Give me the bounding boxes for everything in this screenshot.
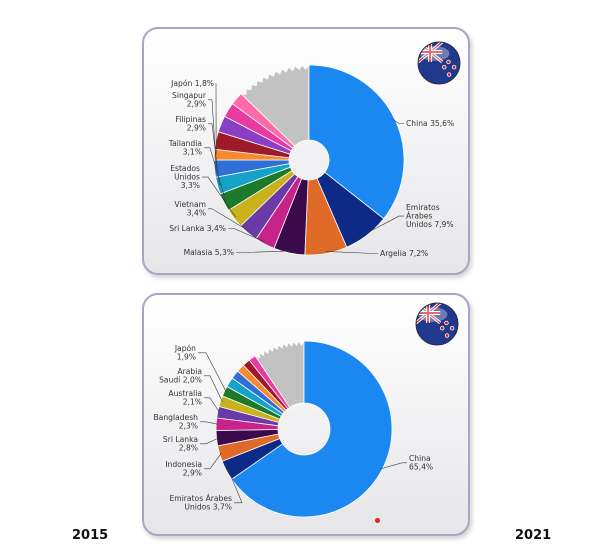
leader-line-estados-unidos (202, 176, 236, 218)
label-group: China 35,6% Emiratos Árabes Unidos 7,9% Arge… (168, 79, 455, 258)
year-label-right: 2021 (515, 528, 552, 543)
slice-unlabeled-12 (248, 355, 291, 410)
slice-china (308, 64, 405, 220)
leader-line-malasia (236, 250, 290, 253)
leader-line-china (392, 119, 404, 124)
leader-line-sri-lanka (200, 437, 219, 445)
leader-line-arabia-saudi (204, 375, 223, 402)
label-vietnam: Vietnam 3,4% (174, 200, 206, 218)
leader-line-argelia (325, 251, 378, 254)
label-singapur: Singapur 2,9% (172, 91, 207, 109)
new-zealand-flag-icon (417, 41, 461, 85)
label-arabia-saudi: Arabia Saudí 2,0% (159, 367, 202, 385)
label-australia: Australia 2,1% (168, 389, 202, 407)
label-sri-lanka: Sri Lanka 3,4% (169, 224, 226, 233)
label-indonesia: Indonesia 2,9% (165, 460, 202, 478)
label-china: China 35,6% (406, 119, 454, 128)
label-japon: Japón 1,8% (170, 79, 214, 88)
label-bangladesh: Bangladesh 2,3% (153, 413, 198, 431)
leader-line-vietnam (208, 208, 250, 232)
leader-line-filipinas (208, 123, 220, 186)
donut-chart-2021: China 65,4% Emiratos Árabes Unidos 3,7% Indo… (153, 302, 459, 518)
chart-card-2021: China 65,4% Emiratos Árabes Unidos 3,7% Indo… (142, 293, 470, 536)
label-sri-lanka: Sri Lanka 2,8% (163, 435, 198, 453)
leader-line-singapur (208, 99, 217, 169)
slice-rest (239, 63, 310, 147)
leader-line-tailandia (204, 147, 227, 202)
chart-card-2015: China 35,6% Emiratos Árabes Unidos 7,9% Arge… (142, 27, 470, 275)
leader-line-china (380, 462, 407, 470)
leader-line-japon (198, 352, 227, 393)
leader-line-sri-lanka (228, 228, 266, 243)
leader-line-indonesia (204, 452, 222, 470)
label-group: China 65,4% Emiratos Árabes Unidos 3,7% Indo… (153, 344, 433, 512)
label-emiratos-arabes-unidos: Emiratos Árabes Unidos 7,9% (406, 203, 454, 229)
label-emiratos-arabes-unidos: Emiratos Árabes Unidos 3,7% (170, 494, 233, 512)
year-label-left: 2015 (72, 528, 109, 543)
leader-line-emiratos-arabes-unidos (365, 215, 404, 234)
red-dot-marker (375, 518, 380, 523)
leader-line-australia (204, 397, 220, 413)
slice-china (231, 340, 393, 518)
donut-chart-2015: China 35,6% Emiratos Árabes Unidos 7,9% Arge… (168, 41, 461, 258)
label-tailandia: Tailandia 3,1% (168, 139, 202, 157)
slice-rest (253, 339, 305, 408)
leader-line-bangladesh (200, 421, 219, 425)
label-filipinas: Filipinas 2,9% (176, 115, 207, 133)
slice-unlabeled-14 (231, 93, 296, 149)
label-estados-unidos: Estados Unidos 3,3% (170, 164, 200, 190)
label-malasia: Malasia 5,3% (184, 248, 234, 257)
label-china: China 65,4% (409, 454, 433, 472)
label-japon: Japón 1,9% (174, 344, 196, 362)
label-argelia: Argelia 7,2% (380, 249, 428, 258)
new-zealand-flag-icon (415, 302, 459, 346)
leader-line-emiratos-arabes-unidos (227, 469, 243, 504)
